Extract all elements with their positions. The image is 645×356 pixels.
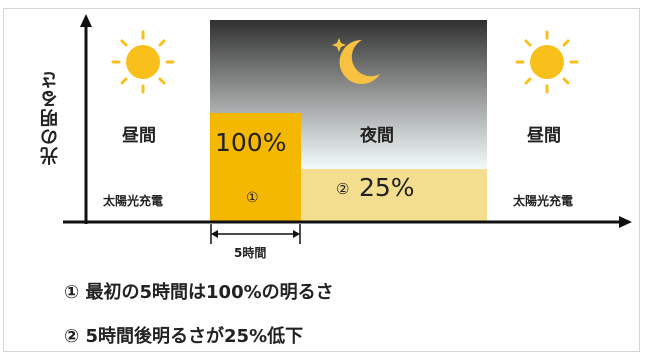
period-label-day-left: 昼間 — [122, 126, 156, 146]
moon-icon — [339, 39, 380, 84]
phase2-marker: ② — [336, 180, 350, 198]
note-phase1: ① 最初の5時間は100%の明るさ — [64, 282, 334, 303]
phase2-brightness: 25% — [359, 173, 415, 202]
x-axis-arrow — [619, 216, 632, 228]
period-label-day-right: 昼間 — [527, 126, 561, 146]
duration-arrow-right — [293, 230, 300, 238]
star-icon — [332, 38, 349, 68]
diagram-frame — [3, 8, 640, 352]
period-label-night: 夜間 — [360, 126, 394, 146]
y-axis-label: 光の明るさ — [40, 70, 61, 165]
duration-arrow-left — [211, 230, 218, 238]
y-axis-arrow — [80, 14, 92, 27]
phase1-bar — [210, 113, 301, 222]
night-light-band — [300, 165, 487, 169]
duration-bracket — [210, 224, 301, 244]
duration-label: 5時間 — [234, 246, 267, 260]
note-phase2: ② 5時間後明るさが25%低下 — [64, 326, 304, 347]
phase2-bar — [301, 169, 487, 222]
phase1-marker: ① — [246, 190, 259, 206]
sun-icon — [111, 30, 175, 94]
sun-icon — [515, 30, 579, 94]
phase1-brightness: 100% — [215, 128, 287, 157]
solar-charging-label-left: 太陽光充電 — [103, 194, 164, 208]
solar-charging-label-right: 太陽光充電 — [513, 194, 574, 208]
